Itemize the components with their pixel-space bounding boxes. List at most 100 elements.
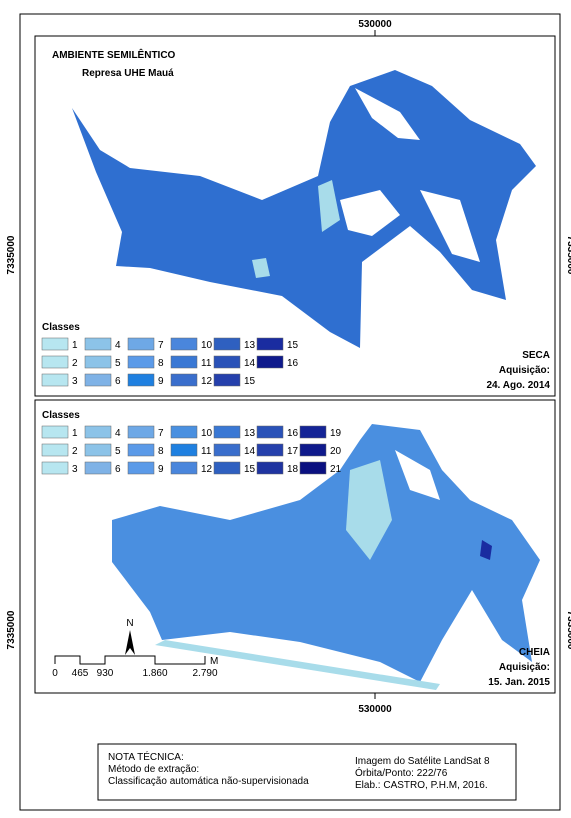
legend-label: 20 [330, 446, 342, 457]
legend-swatch [85, 444, 111, 456]
legend-label: 7 [158, 340, 164, 351]
legend-swatch [171, 374, 197, 386]
legend-label: 10 [201, 340, 213, 351]
legend-swatch [300, 462, 326, 474]
legend-swatch [128, 462, 154, 474]
legend-label: 9 [158, 464, 164, 475]
legend-label: 3 [72, 376, 78, 387]
legend-swatch [214, 338, 240, 350]
map-layout: AMBIENTE SEMILÊNTICO Represa UHE Mauá 5300… [0, 0, 571, 813]
legend-label: 2 [72, 446, 78, 457]
legend-label: 4 [115, 428, 121, 439]
coord-label: 7335000 [565, 611, 571, 650]
legend-label: 3 [72, 464, 78, 475]
legend-swatch [257, 338, 283, 350]
legend-swatch [257, 426, 283, 438]
legend-swatch [85, 462, 111, 474]
legend-swatch [42, 356, 68, 368]
note-text: Classificação automática não-supervision… [108, 776, 309, 787]
legend-swatch [300, 444, 326, 456]
legend-title: Classes [42, 410, 80, 421]
legend-label: 14 [244, 358, 256, 369]
legend-swatch [171, 426, 197, 438]
legend-label: 11 [201, 358, 212, 369]
legend-swatch [85, 338, 111, 350]
legend-label: 8 [158, 446, 164, 457]
season-label: SECA [522, 350, 550, 361]
legend-swatch [171, 462, 197, 474]
legend-label: 15 [244, 376, 256, 387]
legend-swatch [42, 462, 68, 474]
legend-swatch [214, 426, 240, 438]
coord-label: 7335000 [6, 235, 17, 274]
legend-label: 11 [201, 446, 212, 457]
legend-label: 10 [201, 428, 213, 439]
legend-swatch [42, 426, 68, 438]
legend-swatch [171, 356, 197, 368]
legend-label: 18 [287, 464, 299, 475]
legend-label: 15 [287, 340, 299, 351]
legend-swatch [128, 356, 154, 368]
legend-swatch [214, 356, 240, 368]
legend-swatch [214, 444, 240, 456]
legend-label: 5 [115, 446, 121, 457]
legend-label: 13 [244, 428, 256, 439]
season-label: CHEIA [519, 647, 550, 658]
legend-label: 5 [115, 358, 121, 369]
legend-label: 7 [158, 428, 164, 439]
legend-swatch [171, 444, 197, 456]
legend-swatch [128, 426, 154, 438]
legend-swatch [257, 356, 283, 368]
legend-swatch [214, 374, 240, 386]
scale-label: 0 [52, 668, 58, 679]
legend-label: 19 [330, 428, 342, 439]
map-title: AMBIENTE SEMILÊNTICO [52, 48, 176, 61]
legend-label: 21 [330, 464, 342, 475]
legend-label: 2 [72, 358, 78, 369]
scale-unit: M [210, 656, 218, 667]
acquisition-date: 15. Jan. 2015 [488, 677, 550, 688]
legend-swatch [42, 444, 68, 456]
legend-label: 16 [287, 428, 299, 439]
scale-label: 2.790 [192, 668, 217, 679]
acquisition-date: 24. Ago. 2014 [486, 380, 550, 391]
coord-label: 530000 [358, 19, 392, 30]
coord-label: 7335000 [6, 610, 17, 649]
legend-label: 4 [115, 340, 121, 351]
legend-swatch [128, 374, 154, 386]
legend-label: 17 [287, 446, 299, 457]
legend-swatch [42, 374, 68, 386]
legend-swatch [42, 338, 68, 350]
note-text: Órbita/Ponto: 222/76 [355, 766, 448, 779]
note-text: Elab.: CASTRO, P.H.M, 2016. [355, 780, 488, 791]
note-text: Imagem do Satélite LandSat 8 [355, 756, 490, 767]
north-label: N [126, 618, 133, 629]
legend-swatch [257, 462, 283, 474]
legend-swatch [85, 426, 111, 438]
legend-label: 12 [201, 376, 213, 387]
legend-label: 15 [244, 464, 256, 475]
legend-label: 1 [72, 428, 78, 439]
legend-swatch [171, 338, 197, 350]
legend-swatch [128, 444, 154, 456]
scale-label: 465 [72, 668, 89, 679]
legend-label: 6 [115, 464, 121, 475]
legend-label: 9 [158, 376, 164, 387]
legend-label: 6 [115, 376, 121, 387]
legend-swatch [214, 462, 240, 474]
legend-swatch [300, 426, 326, 438]
legend-label: 1 [72, 340, 78, 351]
coord-label: 7335000 [565, 236, 571, 275]
note-text: NOTA TÉCNICA: [108, 750, 184, 763]
legend-label: 13 [244, 340, 256, 351]
legend-label: 16 [287, 358, 299, 369]
scale-label: 930 [97, 668, 114, 679]
coord-label: 530000 [358, 704, 392, 715]
scale-label: 1.860 [142, 668, 167, 679]
legend-swatch [128, 338, 154, 350]
legend-swatch [85, 356, 111, 368]
acquisition-label: Aquisição: [499, 365, 550, 376]
map-subtitle: Represa UHE Mauá [82, 68, 174, 79]
legend-title: Classes [42, 322, 80, 333]
legend-label: 12 [201, 464, 213, 475]
